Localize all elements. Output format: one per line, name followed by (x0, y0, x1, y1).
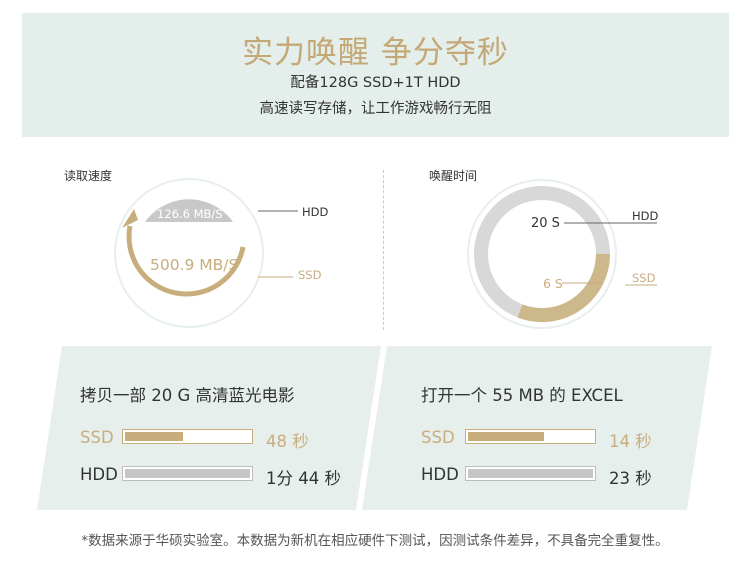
ssd-row-label: SSD (80, 428, 114, 447)
ssd-wake-value: 6 S (543, 276, 563, 291)
ssd-time-value: 48 秒 (266, 432, 309, 451)
ssd-bar-fill (468, 432, 544, 441)
spec-line: 配备128G SSD+1T HDD (290, 75, 461, 91)
read-speed-gauge (114, 178, 298, 328)
ssd-progress-bar (465, 429, 596, 444)
ssd-tag: SSD (632, 271, 656, 285)
ssd-row-label: SSD (421, 428, 455, 447)
panel-divider (383, 170, 384, 330)
hero-banner: 实力唤醒 争分夺秒 配备128G SSD+1T HDD 高速读写存储，让工作游戏… (22, 13, 729, 137)
movie-copy-card (37, 346, 381, 510)
hdd-tag: HDD (302, 205, 329, 219)
arc-arrow-icon (122, 209, 138, 228)
hdd-bar-fill (125, 469, 250, 478)
ssd-bar-fill (125, 432, 183, 441)
hdd-time-value: 1分 44 秒 (266, 469, 341, 488)
hdd-progress-bar (122, 466, 253, 481)
hdd-row-label: HDD (421, 465, 459, 484)
hdd-row-label: HDD (80, 465, 118, 484)
wake-time-gauge (467, 179, 657, 329)
headline: 实力唤醒 争分夺秒 (242, 35, 509, 71)
ssd-progress-bar (122, 429, 253, 444)
hdd-speed-value: 126.6 MB/S (157, 207, 223, 221)
hdd-segment (145, 199, 233, 222)
ssd-arc (126, 225, 246, 297)
excel-card-title: 打开一个 55 MB 的 EXCEL (421, 386, 623, 405)
hdd-wake-value: 20 S (531, 216, 560, 231)
ssd-time-value: 14 秒 (609, 432, 652, 451)
ssd-ring-segment (517, 253, 611, 323)
hdd-time-value: 23 秒 (609, 469, 652, 488)
movie-card-title: 拷贝一部 20 G 高清蓝光电影 (80, 386, 295, 405)
ssd-speed-value: 500.9 MB/S (150, 256, 239, 274)
read-speed-label: 读取速度 (64, 169, 113, 183)
excel-open-card (362, 346, 712, 510)
footnote: *数据来源于华硕实验室。本数据为新机在相应硬件下测试，因测试条件差异，不具备完全… (81, 533, 669, 549)
gauge-outer-ring (467, 179, 617, 329)
ssd-tag: SSD (298, 268, 322, 282)
hdd-progress-bar (465, 466, 596, 481)
tagline: 高速读写存储，让工作游戏畅行无阻 (259, 101, 492, 117)
hdd-tag: HDD (632, 209, 659, 223)
wake-time-label: 唤醒时间 (429, 169, 478, 183)
hdd-bar-fill (468, 469, 593, 478)
